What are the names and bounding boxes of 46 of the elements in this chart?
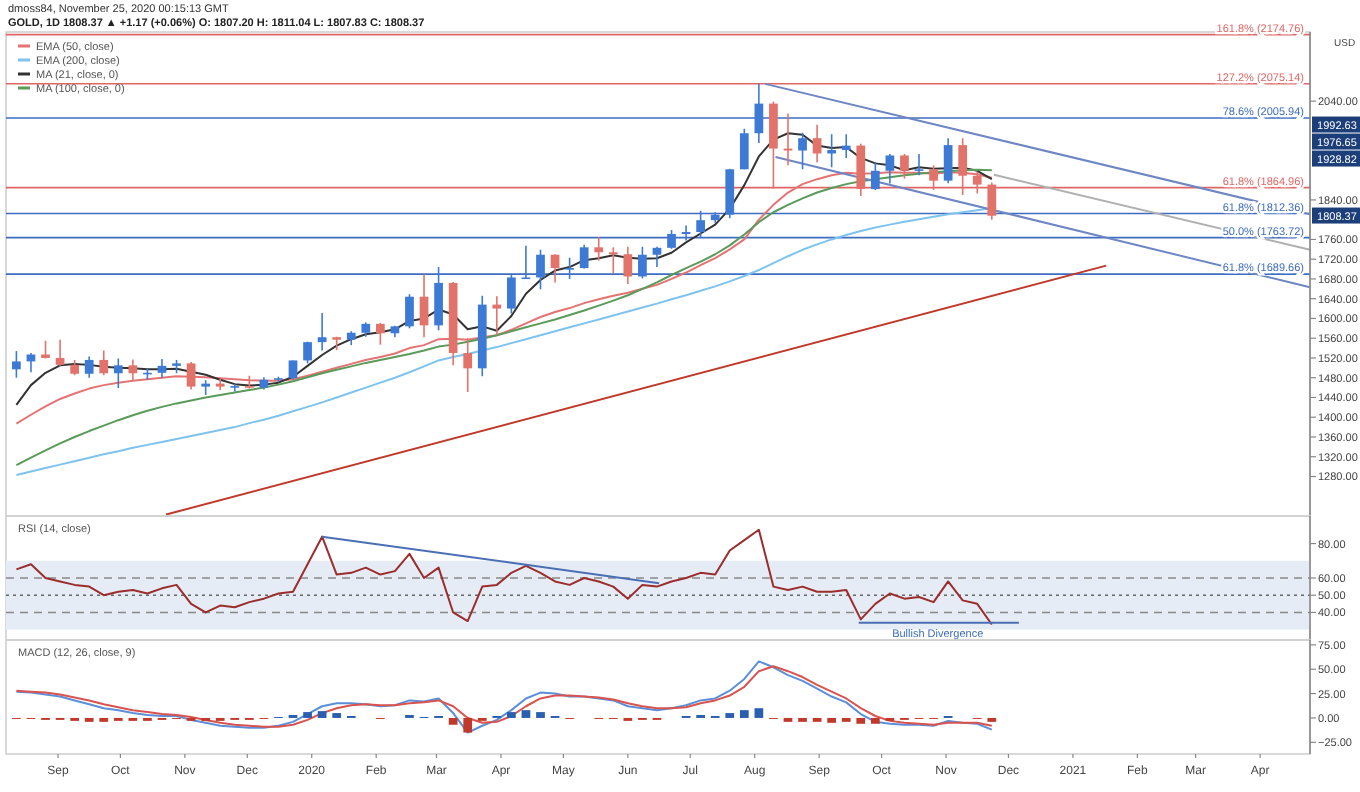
candlestick	[536, 249, 545, 291]
candlestick	[550, 253, 560, 284]
candlestick	[943, 137, 953, 184]
candlestick	[667, 229, 676, 250]
candlestick	[914, 153, 924, 177]
candlestick	[186, 361, 196, 391]
candlestick	[419, 273, 429, 339]
candlestick	[652, 246, 662, 268]
candlestick	[230, 382, 240, 393]
candlestick	[99, 349, 109, 377]
candlestick	[812, 124, 822, 164]
candlestick	[84, 355, 94, 379]
candlestick	[463, 337, 473, 393]
candlestick	[769, 100, 778, 190]
candlestick	[681, 224, 691, 242]
candlestick	[594, 236, 604, 262]
candlestick	[128, 358, 138, 381]
candlestick	[798, 131, 807, 171]
candlestick	[841, 133, 851, 159]
candlestick	[696, 209, 705, 239]
candlestick	[827, 133, 837, 169]
candlestick	[507, 273, 516, 315]
candlestick	[113, 357, 123, 389]
candlestick	[521, 245, 531, 280]
candlestick	[725, 168, 735, 219]
candlestick	[608, 246, 618, 274]
candlestick	[55, 338, 65, 367]
candlestick	[12, 350, 21, 379]
candlestick	[885, 153, 895, 185]
line-series	[15, 528, 993, 626]
candlestick	[623, 246, 633, 285]
candlestick	[739, 128, 749, 171]
candlestick	[783, 112, 793, 167]
candlestick	[870, 161, 880, 191]
candlestick	[492, 295, 502, 336]
candlestick	[565, 256, 574, 280]
candlestick	[987, 181, 997, 221]
candlestick	[157, 358, 167, 379]
candlestick	[317, 312, 327, 352]
candlestick	[434, 266, 443, 332]
candlestick	[579, 244, 589, 270]
candlestick	[375, 322, 385, 346]
candlestick	[638, 246, 647, 280]
candlestick	[405, 293, 414, 330]
candlestick	[288, 359, 298, 380]
candlestick	[754, 83, 764, 144]
